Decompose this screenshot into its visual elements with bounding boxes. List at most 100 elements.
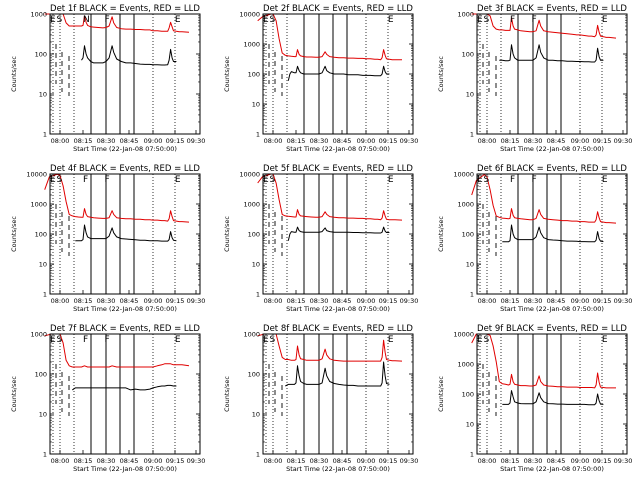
- lld-series-line: [44, 173, 190, 223]
- x-tick-label: 09:30: [614, 457, 633, 465]
- y-tick-label: 1: [470, 451, 474, 459]
- events-series-line: [499, 44, 604, 63]
- y-tick-label: 10: [39, 411, 47, 419]
- event-marker-label: S: [484, 175, 490, 185]
- chart-panel: Det 5f BLACK = Events, RED = LLD 1 10 100 10…: [223, 164, 418, 313]
- events-series-line: [287, 226, 390, 241]
- x-tick-label: 09:00: [571, 137, 590, 145]
- chart-panel: Det 7f BLACK = Events, RED = LLD 1 10 100 10…: [10, 324, 205, 473]
- event-marker-label: E: [263, 175, 269, 185]
- y-tick-label: 10000: [26, 171, 47, 179]
- y-axis-label: Counts/sec: [437, 376, 445, 412]
- chart-title: Det 8f BLACK = Events, RED = LLD: [263, 324, 413, 334]
- x-tick-label: 09:00: [357, 137, 376, 145]
- event-marker-label: F: [105, 15, 110, 25]
- y-tick-label: 10: [252, 101, 260, 109]
- events-series-line: [285, 361, 390, 387]
- plot-frame: [262, 173, 414, 295]
- chart-panel: Det 4f BLACK = Events, RED = LLD 1 10 100 10…: [10, 164, 205, 313]
- event-marker-label: E: [388, 175, 394, 185]
- y-axis-label: Counts/sec: [437, 216, 445, 252]
- y-tick-label: 1000: [30, 331, 47, 339]
- y-tick-label: 100: [35, 231, 47, 239]
- y-tick-label: 10: [252, 261, 260, 269]
- event-marker-label: E: [388, 15, 394, 25]
- x-axis-label: Start Time (22-Jan-08 07:50:00): [286, 145, 390, 153]
- event-marker-label: S: [57, 175, 63, 185]
- x-tick-label: 09:30: [614, 297, 633, 305]
- event-marker-label: F: [83, 335, 88, 345]
- plot-frame: [49, 13, 201, 135]
- events-series-line: [81, 45, 177, 66]
- events-series-line: [72, 384, 177, 391]
- y-tick-label: 1000: [30, 11, 47, 19]
- y-axis-label: Counts/sec: [223, 216, 231, 252]
- chart-panel: Det 9f BLACK = Events, RED = LLD 1 10 100 10…: [437, 324, 632, 473]
- x-tick-label: 08:30: [97, 297, 116, 305]
- y-tick-label: 100: [462, 231, 474, 239]
- y-tick-label: 1000: [457, 361, 474, 369]
- x-axis-label: Start Time (22-Jan-08 07:50:00): [286, 305, 390, 313]
- y-tick-label: 100: [35, 51, 47, 59]
- x-tick-label: 08:15: [287, 297, 306, 305]
- y-tick-label: 1000: [243, 201, 260, 209]
- x-tick-label: 08:45: [120, 297, 139, 305]
- y-tick-label: 1: [470, 131, 474, 139]
- x-tick-label: 08:15: [501, 297, 520, 305]
- y-axis-label: Counts/sec: [10, 216, 18, 252]
- events-series-line: [287, 65, 390, 81]
- x-axis-label: Start Time (22-Jan-08 07:50:00): [73, 465, 177, 473]
- lld-series-line: [257, 13, 402, 61]
- y-tick-label: 100: [248, 371, 260, 379]
- y-tick-label: 100: [462, 51, 474, 59]
- x-tick-label: 08:00: [264, 137, 283, 145]
- plot-frame: [49, 333, 201, 455]
- y-tick-label: 1000: [457, 11, 474, 19]
- x-tick-label: 09:15: [379, 457, 398, 465]
- event-marker-label: E: [175, 175, 181, 185]
- x-tick-label: 08:30: [524, 457, 543, 465]
- y-tick-label: 1000: [243, 41, 260, 49]
- event-marker-label: E: [263, 335, 269, 345]
- chart-title: Det 9f BLACK = Events, RED = LLD: [477, 324, 627, 334]
- x-tick-label: 09:30: [400, 297, 419, 305]
- x-tick-label: 09:00: [357, 457, 376, 465]
- event-marker-label: E: [477, 15, 483, 25]
- event-marker-label: F: [105, 175, 110, 185]
- x-tick-label: 08:00: [51, 457, 70, 465]
- event-marker-label: E: [602, 15, 608, 25]
- chart-panel: Det 6f BLACK = Events, RED = LLD 1 10 100 10…: [437, 164, 632, 313]
- chart-title: Det 4f BLACK = Events, RED = LLD: [50, 164, 200, 174]
- plot-frame: [262, 333, 414, 455]
- y-axis-label: Counts/sec: [223, 56, 231, 92]
- x-tick-label: 08:45: [547, 297, 566, 305]
- event-marker-label: S: [270, 175, 276, 185]
- lld-series-line: [471, 13, 617, 39]
- event-marker-label: E: [50, 175, 56, 185]
- chart-panel: Det 8f BLACK = Events, RED = LLD 1 10 100 10…: [223, 324, 418, 473]
- plot-frame: [49, 173, 201, 295]
- x-tick-label: 08:15: [501, 457, 520, 465]
- y-tick-label: 10: [466, 421, 474, 429]
- y-tick-label: 10: [466, 261, 474, 269]
- x-tick-label: 08:00: [264, 297, 283, 305]
- x-tick-label: 08:30: [97, 457, 116, 465]
- y-tick-label: 10: [466, 91, 474, 99]
- x-tick-label: 08:30: [310, 457, 329, 465]
- chart-title: Det 1f BLACK = Events, RED = LLD: [50, 4, 200, 14]
- event-marker-label: E: [175, 15, 181, 25]
- x-tick-label: 08:45: [120, 137, 139, 145]
- x-tick-label: 08:00: [264, 457, 283, 465]
- x-axis-label: Start Time (22-Jan-08 07:50:00): [286, 465, 390, 473]
- y-tick-label: 10: [39, 261, 47, 269]
- x-tick-label: 09:15: [379, 137, 398, 145]
- y-tick-label: 1: [256, 131, 260, 139]
- event-marker-label: E: [477, 335, 483, 345]
- x-tick-label: 08:15: [501, 137, 520, 145]
- event-marker-label: E: [50, 15, 56, 25]
- y-tick-label: 10000: [453, 171, 474, 179]
- events-series-line: [502, 390, 604, 406]
- events-series-line: [75, 224, 177, 242]
- y-tick-label: 1: [43, 131, 47, 139]
- y-axis-label: Counts/sec: [10, 56, 18, 92]
